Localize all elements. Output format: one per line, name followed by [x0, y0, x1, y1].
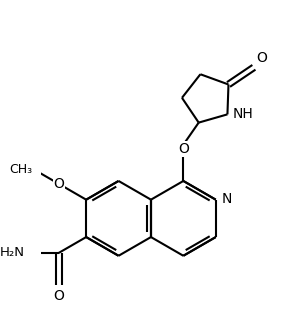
Text: O: O	[178, 142, 189, 156]
Text: H₂N: H₂N	[0, 246, 25, 260]
Text: NH: NH	[233, 107, 254, 122]
Text: N: N	[222, 192, 232, 206]
Text: CH₃: CH₃	[9, 163, 32, 176]
Text: O: O	[53, 177, 64, 191]
Text: O: O	[257, 51, 267, 65]
Text: O: O	[53, 289, 64, 303]
